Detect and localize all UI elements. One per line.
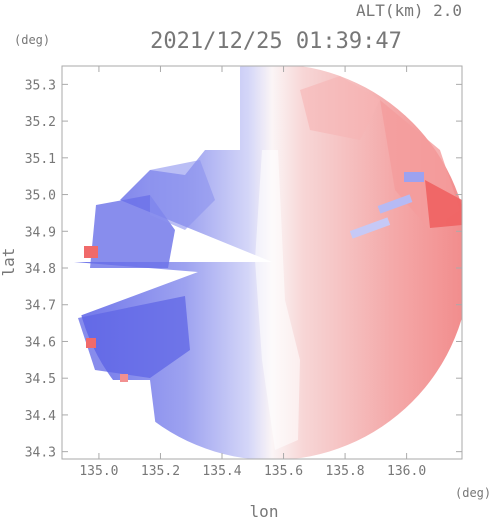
y-axis-ticks: 34.3 34.4 34.5 34.6 34.7 34.8 34.9 35.0 35.1 35.2…: [25, 78, 462, 461]
x-tick-label: 136.0: [387, 464, 426, 479]
x-unit-label: (deg): [455, 486, 491, 500]
y-tick-label: 35.0: [25, 189, 56, 204]
x-tick-label: 135.2: [141, 464, 180, 479]
blue-patch-northwest: [150, 160, 215, 230]
red-patch-north: [300, 76, 380, 140]
no-echo-southwest: [62, 380, 160, 459]
y-tick-label: 34.9: [25, 225, 56, 240]
plot-frame: [61, 65, 463, 460]
blue-streak-east-1: [377, 194, 413, 214]
red-patch-east-core: [425, 180, 462, 228]
blue-streak-east-3: [404, 172, 424, 182]
x-tick-label: 135.4: [202, 464, 241, 479]
y-tick-label: 34.5: [25, 372, 56, 387]
timestamp-title: 2021/12/25 01:39:47: [150, 29, 402, 54]
altitude-label: ALT(km) 2.0: [356, 1, 462, 20]
red-speck-west-2: [86, 338, 96, 348]
radar-echo-field: [62, 66, 462, 459]
y-tick-label: 34.6: [25, 335, 56, 350]
y-tick-label: 34.3: [25, 446, 56, 461]
y-tick-label: 35.1: [25, 152, 56, 167]
blue-streak-east-2: [349, 217, 391, 239]
y-axis-label: lat: [0, 248, 18, 277]
near-zero-band: [255, 150, 300, 450]
y-tick-label: 34.4: [25, 409, 56, 424]
beam-blockage-wedge: [74, 262, 198, 318]
x-tick-label: 135.0: [79, 464, 118, 479]
x-axis-label: lon: [250, 502, 279, 521]
y-tick-label: 35.2: [25, 115, 56, 130]
x-axis-ticks: 135.0 135.2 135.4 135.6 135.8 136.0: [79, 66, 426, 479]
x-tick-label: 135.8: [326, 464, 365, 479]
blue-patch-west-lower: [78, 296, 190, 378]
x-tick-label: 135.6: [264, 464, 303, 479]
red-speck-west-3: [120, 374, 128, 382]
plot-axes: 135.0 135.2 135.4 135.6 135.8 136.0 34.334.43…: [25, 65, 463, 479]
y-tick-label: 34.8: [25, 262, 56, 277]
y-tick-label: 34.7: [25, 299, 56, 314]
y-unit-label: (deg): [14, 33, 50, 47]
y-tick-label: 35.3: [25, 78, 56, 93]
red-speck-west-1: [84, 246, 98, 258]
